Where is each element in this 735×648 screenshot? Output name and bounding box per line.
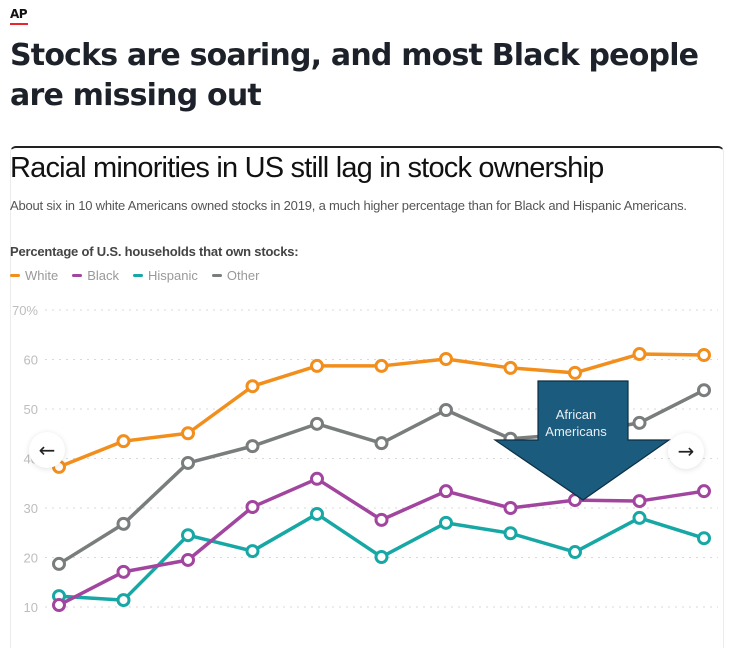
point-white[interactable] [568, 365, 582, 380]
y-tick-label: 60 [24, 353, 38, 368]
legend-item-hispanic: Hispanic [133, 268, 198, 283]
series-black [52, 471, 711, 613]
article-headline: Stocks are soaring, and most Black peopl… [10, 38, 699, 113]
point-hispanic[interactable] [310, 506, 324, 521]
next-button[interactable]: → [668, 433, 704, 469]
legend-label-other: Other [226, 268, 260, 283]
y-tick-label: 50 [24, 402, 38, 417]
point-hispanic[interactable] [697, 531, 711, 546]
legend-item-white: White [10, 268, 58, 283]
point-hispanic[interactable] [116, 593, 131, 608]
legend-label-black: Black [87, 268, 120, 283]
point-black[interactable] [374, 512, 389, 527]
legend-item-black: Black [72, 268, 119, 283]
y-tick-label: 30 [24, 501, 38, 516]
legend-swatch-other [211, 274, 222, 277]
series-lines [52, 347, 711, 613]
point-black[interactable] [116, 564, 131, 579]
point-white[interactable] [439, 352, 453, 367]
point-hispanic[interactable] [632, 510, 647, 525]
point-other[interactable] [310, 416, 324, 431]
legend-swatch-black [72, 274, 83, 277]
annotation-label: African Americans [545, 407, 607, 439]
annotation-layer [493, 380, 671, 501]
point-other[interactable] [52, 556, 66, 571]
point-other[interactable] [632, 415, 647, 430]
point-other[interactable] [697, 383, 711, 398]
chart-title: Racial minorities in US still lag in sto… [10, 152, 604, 184]
annotation-arrow [493, 380, 671, 501]
point-white[interactable] [632, 347, 647, 362]
point-white[interactable] [697, 348, 711, 363]
legend-label-white: White [25, 268, 59, 283]
y-tick-label: 20 [24, 551, 38, 566]
legend-item-other: Other [211, 268, 260, 283]
point-white[interactable] [245, 379, 260, 394]
point-black[interactable] [503, 501, 518, 515]
legend-swatch-hispanic [133, 274, 144, 277]
point-other[interactable] [439, 402, 453, 417]
y-tick-label: 10 [24, 600, 38, 615]
line-black [58, 477, 705, 607]
arrow-left-icon: ← [38, 438, 56, 462]
point-white[interactable] [503, 360, 518, 375]
previous-button[interactable]: ← [29, 432, 65, 468]
point-white[interactable] [374, 358, 389, 373]
point-hispanic[interactable] [439, 515, 453, 530]
y-tick-label: 70% [12, 303, 38, 318]
point-black[interactable] [697, 484, 711, 499]
point-black[interactable] [310, 471, 324, 486]
point-white[interactable] [181, 426, 195, 441]
point-other[interactable] [116, 516, 131, 531]
point-white[interactable] [116, 434, 131, 449]
point-hispanic[interactable] [181, 528, 195, 543]
series-white [52, 347, 711, 474]
chart-card [10, 146, 724, 648]
point-other[interactable] [181, 455, 195, 470]
point-hispanic[interactable] [568, 545, 582, 560]
point-other[interactable] [374, 436, 389, 451]
point-black[interactable] [439, 484, 453, 499]
ap-logo[interactable]: AP [10, 7, 28, 21]
legend-label-hispanic: Hispanic [148, 268, 198, 283]
point-black[interactable] [181, 552, 195, 567]
series-hispanic [52, 506, 711, 608]
chart-legend: White Black Hispanic Other [10, 268, 259, 283]
point-black[interactable] [245, 500, 260, 515]
chart-y-label: Percentage of U.S. households that own s… [10, 244, 299, 259]
logo-underline [10, 23, 28, 25]
point-black[interactable] [52, 598, 66, 613]
chart-subtitle: About six in 10 white Americans owned st… [10, 198, 687, 213]
legend-swatch-white [10, 274, 20, 277]
arrow-right-icon: → [677, 439, 695, 463]
line-chart: 10203040506070% [12, 303, 718, 615]
point-hispanic[interactable] [245, 544, 260, 559]
point-black[interactable] [632, 494, 647, 509]
point-white[interactable] [310, 358, 324, 373]
point-hispanic[interactable] [374, 550, 389, 565]
point-hispanic[interactable] [503, 526, 518, 541]
point-other[interactable] [245, 439, 260, 454]
